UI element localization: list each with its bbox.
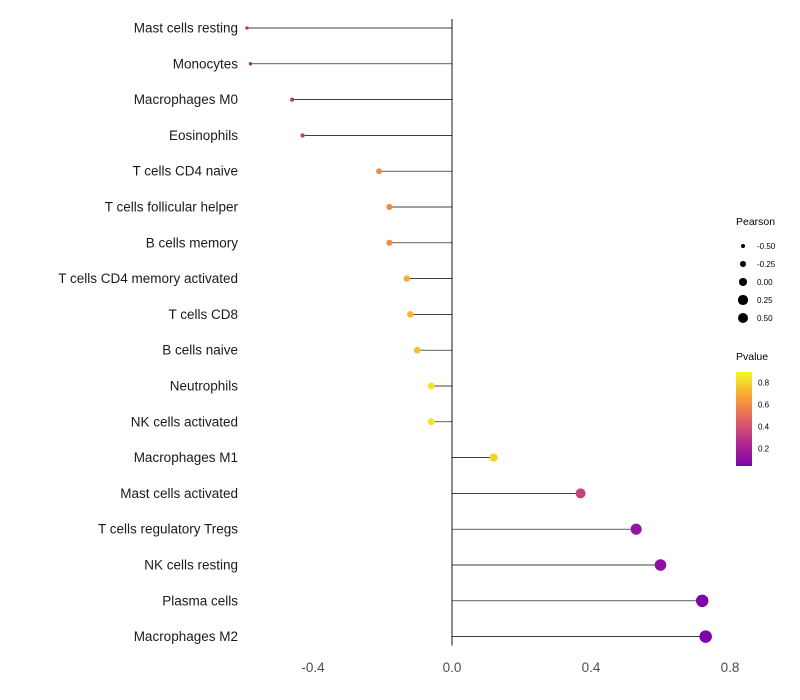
lollipop-point [403, 275, 411, 282]
lollipop-point [413, 346, 421, 354]
size-legend: Pearson -0.50 -0.25 0.00 0.25 0.50 [736, 216, 800, 327]
lollipop-point [489, 453, 498, 462]
pvalue-tick-label: 0.2 [758, 444, 770, 454]
size-legend-entry: 0.00 [736, 273, 800, 291]
size-legend-label: 0.50 [757, 313, 773, 323]
category-label: Macrophages M1 [134, 450, 238, 465]
size-legend-dot-wrap [736, 278, 750, 286]
size-legend-title: Pearson [736, 216, 776, 228]
category-label: T cells CD4 memory activated [58, 271, 238, 286]
category-label: T cells regulatory Tregs [98, 522, 238, 537]
category-label: NK cells resting [144, 558, 238, 573]
lollipop-point [386, 203, 393, 211]
lollipop-point [630, 523, 642, 535]
size-legend-dot [737, 312, 749, 324]
lollipop-point [427, 418, 435, 426]
size-legend-dot [739, 278, 747, 286]
size-legend-dot [741, 244, 745, 248]
category-label: Eosinophils [169, 128, 238, 143]
size-legend-label: -0.50 [757, 241, 776, 251]
category-label: T cells CD4 naive [132, 164, 238, 179]
pvalue-tick-label: 0.4 [758, 422, 770, 432]
lollipop-point [245, 26, 249, 30]
category-label: Neutrophils [170, 379, 239, 394]
lollipop-point [427, 382, 435, 390]
pvalue-gradient-wrap: 0.8 0.6 0.4 0.2 [736, 372, 800, 468]
pvalue-gradient-bar [736, 372, 752, 466]
x-tick-label: 0.0 [443, 660, 462, 675]
color-legend: Pvalue 0.8 0.6 0.4 0.2 [736, 351, 800, 468]
size-legend-dot [738, 295, 748, 305]
size-legend-label: -0.25 [757, 259, 776, 269]
category-label: T cells follicular helper [105, 200, 239, 215]
category-label: B cells naive [162, 343, 238, 358]
size-legend-entry: -0.50 [736, 237, 800, 255]
size-legend-dot-wrap [736, 244, 750, 248]
size-legend-dot-wrap [736, 295, 750, 305]
lollipop-point [407, 311, 414, 318]
lollipop-point [575, 488, 586, 499]
size-legend-entries: -0.50 -0.25 0.00 0.25 0.50 [736, 237, 800, 327]
size-legend-entry: 0.25 [736, 291, 800, 309]
category-label: Macrophages M2 [134, 629, 238, 644]
x-tick-label: 0.4 [582, 660, 601, 675]
x-tick-label: 0.8 [721, 660, 740, 675]
legend-panel: Pearson -0.50 -0.25 0.00 0.25 0.50 Pvalue 0.… [736, 216, 800, 468]
category-label: Mast cells resting [134, 21, 238, 36]
lollipop-point [290, 97, 295, 102]
size-legend-entry: 0.50 [736, 309, 800, 327]
pvalue-tick-label: 0.8 [758, 378, 770, 388]
category-label: Monocytes [173, 56, 239, 71]
lollipop-point [386, 239, 393, 246]
size-legend-dot-wrap [736, 312, 750, 324]
lollipop-point [654, 559, 667, 571]
size-legend-dot [740, 261, 746, 267]
x-tick-label: -0.4 [301, 660, 325, 675]
color-legend-title: Pvalue [736, 351, 769, 363]
size-legend-dot-wrap [736, 261, 750, 267]
size-legend-label: 0.00 [757, 277, 773, 287]
lollipop-point [699, 630, 712, 643]
lollipop-point [376, 168, 382, 175]
lollipop-point [248, 62, 253, 66]
lollipop-point [695, 594, 709, 608]
category-label: Plasma cells [162, 593, 238, 608]
category-label: NK cells activated [131, 414, 238, 429]
pvalue-tick-label: 0.6 [758, 400, 770, 410]
size-legend-entry: -0.25 [736, 255, 800, 273]
category-label: Macrophages M0 [134, 92, 238, 107]
category-label: B cells memory [146, 235, 239, 250]
category-label: T cells CD8 [168, 307, 238, 322]
category-label: Mast cells activated [120, 486, 238, 501]
size-legend-label: 0.25 [757, 295, 773, 305]
lollipop-point [300, 133, 305, 138]
